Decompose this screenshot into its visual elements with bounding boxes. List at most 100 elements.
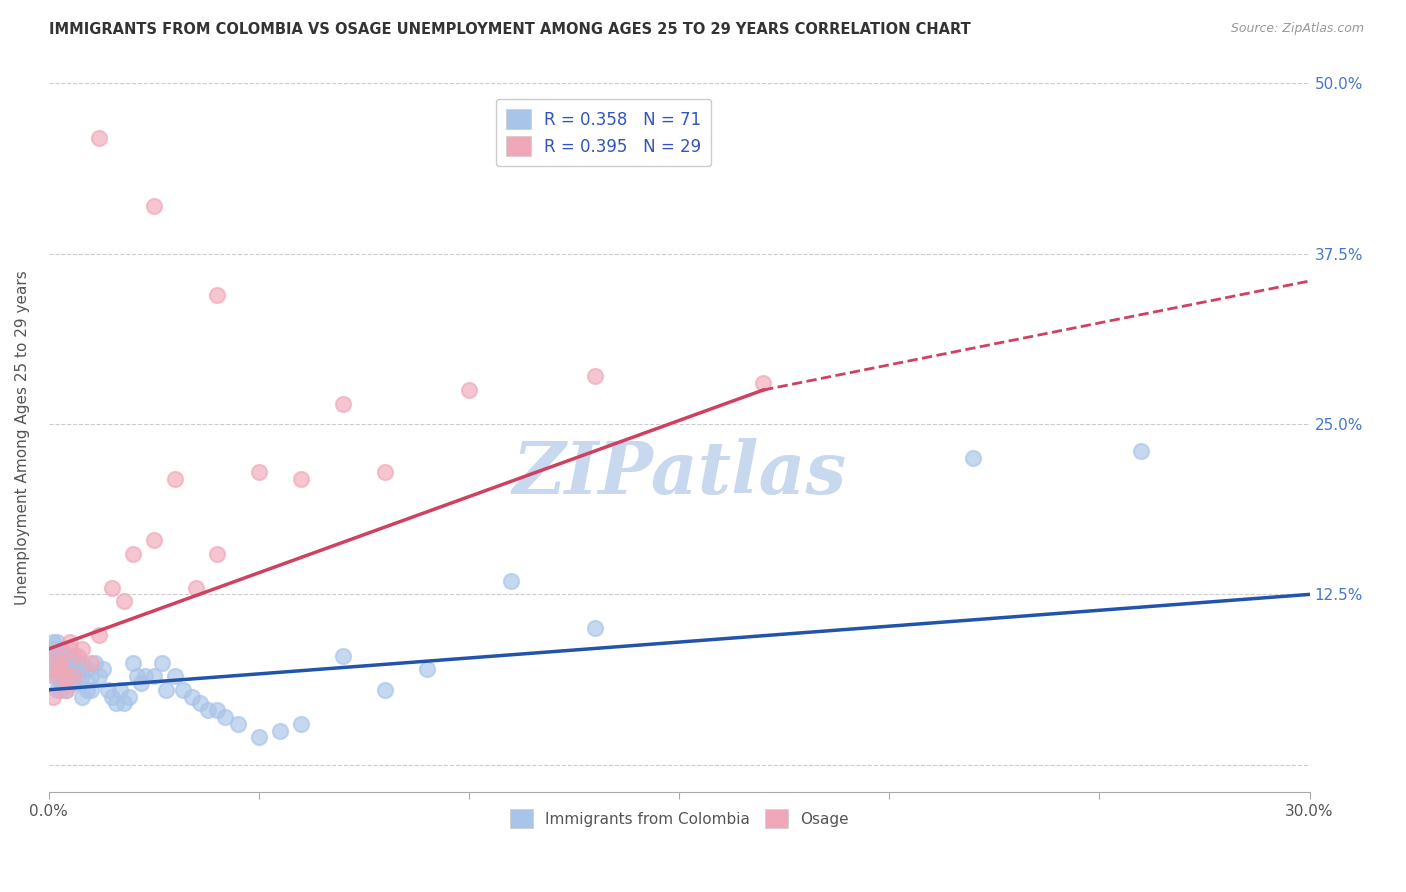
Point (80, 682, 103, 697)
Point (46, 635, 69, 649)
Point (51, 662, 73, 676)
Point (51, 641, 73, 656)
Point (142, 669, 165, 683)
Point (172, 682, 194, 697)
Point (226, 716, 249, 731)
Point (42, 641, 65, 656)
Point (214, 710, 236, 724)
Point (63, 662, 86, 676)
Point (55, 669, 77, 683)
Point (46, 648, 69, 663)
Point (1130, 444, 1153, 458)
Point (76, 662, 98, 676)
Point (142, 199, 165, 213)
Point (205, 703, 228, 717)
Point (80, 656, 103, 670)
Point (63, 669, 86, 683)
Point (104, 697, 127, 711)
Point (150, 656, 173, 670)
Point (101, 690, 124, 704)
Point (332, 648, 354, 663)
Point (80, 669, 103, 683)
Point (42, 690, 65, 704)
Point (55, 648, 77, 663)
Point (583, 369, 606, 384)
Point (499, 574, 522, 588)
Point (134, 669, 156, 683)
Point (583, 622, 606, 636)
Point (59, 676, 82, 690)
Text: Source: ZipAtlas.com: Source: ZipAtlas.com (1230, 22, 1364, 36)
Point (205, 547, 228, 561)
Point (55, 656, 77, 670)
Point (46, 669, 69, 683)
Point (42, 648, 65, 663)
Point (93, 662, 115, 676)
Point (155, 682, 177, 697)
Point (121, 547, 143, 561)
Point (51, 656, 73, 670)
Point (163, 472, 186, 486)
Point (46, 648, 69, 663)
Point (72, 690, 94, 704)
Point (42, 662, 65, 676)
Point (55, 682, 77, 697)
Point (42, 635, 65, 649)
Point (67, 669, 90, 683)
Point (188, 697, 211, 711)
Point (46, 669, 69, 683)
Point (72, 669, 94, 683)
Point (197, 703, 219, 717)
Point (117, 690, 139, 704)
Point (163, 669, 186, 683)
Point (269, 723, 291, 738)
Point (374, 465, 396, 479)
Point (46, 682, 69, 697)
Point (290, 472, 312, 486)
Point (374, 682, 396, 697)
Point (121, 656, 143, 670)
Point (67, 648, 90, 663)
Point (89, 131, 111, 145)
Point (108, 682, 131, 697)
Point (112, 697, 135, 711)
Point (125, 669, 148, 683)
Point (332, 397, 354, 411)
Point (142, 533, 165, 547)
Point (59, 669, 82, 683)
Point (89, 669, 111, 683)
Point (180, 690, 202, 704)
Point (63, 676, 86, 690)
Point (51, 676, 73, 690)
Point (72, 641, 94, 656)
Y-axis label: Unemployment Among Ages 25 to 29 years: Unemployment Among Ages 25 to 29 years (15, 270, 30, 605)
Point (42, 656, 65, 670)
Point (51, 682, 73, 697)
Point (84, 656, 107, 670)
Point (962, 451, 984, 466)
Text: IMMIGRANTS FROM COLOMBIA VS OSAGE UNEMPLOYMENT AMONG AGES 25 TO 29 YEARS CORRELA: IMMIGRANTS FROM COLOMBIA VS OSAGE UNEMPL… (49, 22, 972, 37)
Point (42, 669, 65, 683)
Point (59, 662, 82, 676)
Point (51, 656, 73, 670)
Point (59, 656, 82, 670)
Point (129, 676, 152, 690)
Point (67, 656, 90, 670)
Point (76, 682, 98, 697)
Point (89, 628, 111, 642)
Point (97, 682, 120, 697)
Point (247, 731, 270, 745)
Point (290, 716, 312, 731)
Text: ZIPatlas: ZIPatlas (512, 438, 846, 508)
Point (752, 376, 775, 391)
Point (55, 682, 77, 697)
Point (458, 383, 481, 397)
Point (72, 656, 94, 670)
Point (101, 581, 124, 595)
Point (55, 669, 77, 683)
Point (51, 662, 73, 676)
Point (184, 581, 207, 595)
Point (112, 594, 135, 608)
Point (63, 648, 86, 663)
Point (205, 287, 228, 301)
